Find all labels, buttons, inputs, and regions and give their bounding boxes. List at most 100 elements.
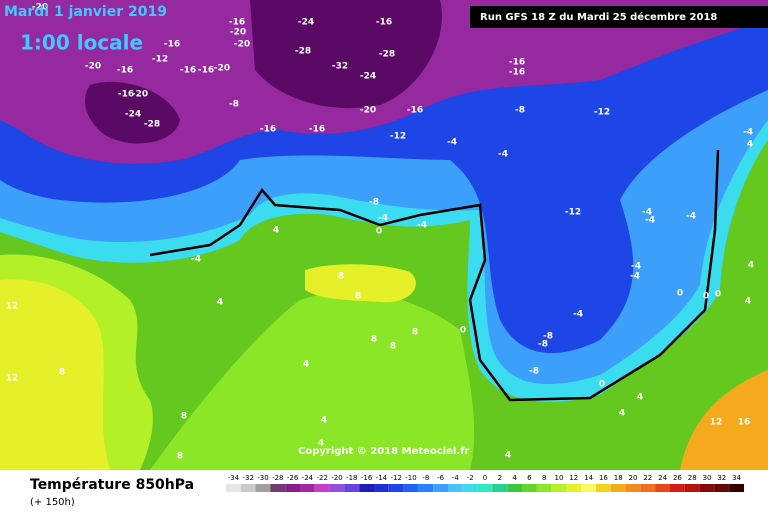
scale-label: -28 xyxy=(272,474,283,482)
scale-label: 22 xyxy=(643,474,652,482)
scale-cell xyxy=(492,484,508,492)
contour-label: -20 xyxy=(132,90,148,100)
contour-label: -16 xyxy=(509,58,525,68)
scale-cell xyxy=(714,484,730,492)
contour-label: 0 xyxy=(376,227,382,237)
scale-cell xyxy=(226,484,241,492)
contour-label: -8 xyxy=(229,100,239,110)
contour-label: -4 xyxy=(686,212,696,222)
scale-label: -12 xyxy=(390,474,401,482)
contour-label: -16 xyxy=(407,106,423,116)
contour-label: -28 xyxy=(144,120,160,130)
contour-label: -24 xyxy=(298,18,314,28)
contour-label: -16 xyxy=(164,40,180,50)
scale-cell xyxy=(551,484,567,492)
scale-label: -8 xyxy=(422,474,429,482)
contour-label: -32 xyxy=(332,62,348,72)
scale-cell xyxy=(285,484,300,492)
contour-label: 4 xyxy=(745,297,751,307)
scale-label: 28 xyxy=(688,474,697,482)
scale-cell xyxy=(418,484,434,492)
contour-label: -20 xyxy=(360,106,376,116)
contour-label: -8 xyxy=(529,367,539,377)
contour-label: -4 xyxy=(642,208,652,218)
scale-cell xyxy=(344,484,360,492)
contour-label: -16 xyxy=(376,18,392,28)
contour-label: 12 xyxy=(710,418,723,428)
contour-label: 4 xyxy=(321,416,327,426)
contour-label: 8 xyxy=(412,328,418,338)
contour-label: 0 xyxy=(677,289,683,299)
contour-label: 4 xyxy=(303,360,309,370)
contour-label: 0 xyxy=(599,380,605,390)
scale-label: -4 xyxy=(452,474,460,482)
contour-label: -4 xyxy=(498,150,508,160)
run-box xyxy=(470,6,768,28)
scale-label: 4 xyxy=(512,474,517,482)
scale-cell xyxy=(240,484,256,492)
scale-label: 8 xyxy=(542,474,546,482)
run-info: Run GFS 18 Z du Mardi 25 décembre 2018 xyxy=(480,11,717,23)
scale-label: -34 xyxy=(228,474,240,482)
scale-cell xyxy=(684,484,700,492)
temp-area xyxy=(85,0,442,144)
contour-label: 4 xyxy=(619,409,625,419)
scale-cell xyxy=(374,484,389,492)
contour-label: 4 xyxy=(637,393,643,403)
legend-title: Température 850hPa xyxy=(30,477,194,493)
copyright: Copyright © 2018 Meteociel.fr xyxy=(298,446,469,457)
scale-cell xyxy=(596,484,611,492)
temp-area xyxy=(0,279,110,470)
scale-label: -16 xyxy=(361,474,373,482)
scale-label: -32 xyxy=(242,474,253,482)
contour-label: 12 xyxy=(6,374,19,384)
scale-label: -6 xyxy=(437,474,445,482)
scale-label: 14 xyxy=(584,474,593,482)
contour-label: 4 xyxy=(318,439,324,449)
contour-label: -28 xyxy=(295,47,311,57)
scale-cell xyxy=(462,484,478,492)
contour-label: 8 xyxy=(371,335,377,345)
contour-label: -4 xyxy=(378,214,388,224)
contour-label: -4 xyxy=(645,216,655,226)
scale-cell xyxy=(359,484,374,492)
contour-label: -4 xyxy=(743,128,753,138)
temp-area xyxy=(305,264,416,303)
scale-label: 30 xyxy=(703,474,712,482)
scale-cell xyxy=(581,484,596,492)
contour-label: -8 xyxy=(538,340,548,350)
contour-label: 16 xyxy=(738,418,751,428)
scale-label: -22 xyxy=(316,474,327,482)
scale-cell xyxy=(670,484,685,492)
zero-isotherm xyxy=(149,149,720,402)
scale-cell xyxy=(507,484,522,492)
scale-cell xyxy=(655,484,670,492)
scale-cell xyxy=(610,484,626,492)
contour-label: 4 xyxy=(217,298,223,308)
scale-cell xyxy=(403,484,419,492)
contour-label: 8 xyxy=(390,342,396,352)
contour-label: -16 xyxy=(309,125,325,135)
contour-label: -12 xyxy=(152,55,168,65)
contour-label: 8 xyxy=(338,272,344,282)
contour-label: -16 xyxy=(509,68,525,78)
contour-label: 8 xyxy=(59,368,65,378)
temp-area xyxy=(680,370,768,470)
scale-cell xyxy=(640,484,656,492)
scale-label: -30 xyxy=(257,474,268,482)
date: Mardi 1 janvier 2019 xyxy=(4,4,167,20)
scale-label: 34 xyxy=(732,474,741,482)
scale-label: 12 xyxy=(569,474,578,482)
contour-label: 4 xyxy=(505,451,511,461)
contour-label: -4 xyxy=(447,138,457,148)
scale-cell xyxy=(270,484,286,492)
scale-cell xyxy=(314,484,330,492)
contour-label: 12 xyxy=(6,302,19,312)
contour-label: -4 xyxy=(630,272,640,282)
scale-label: -18 xyxy=(346,474,357,482)
scale-label: 2 xyxy=(498,474,502,482)
scale-label: 32 xyxy=(717,474,726,482)
scale-label: 10 xyxy=(555,474,564,482)
scale-label: -20 xyxy=(331,474,342,482)
